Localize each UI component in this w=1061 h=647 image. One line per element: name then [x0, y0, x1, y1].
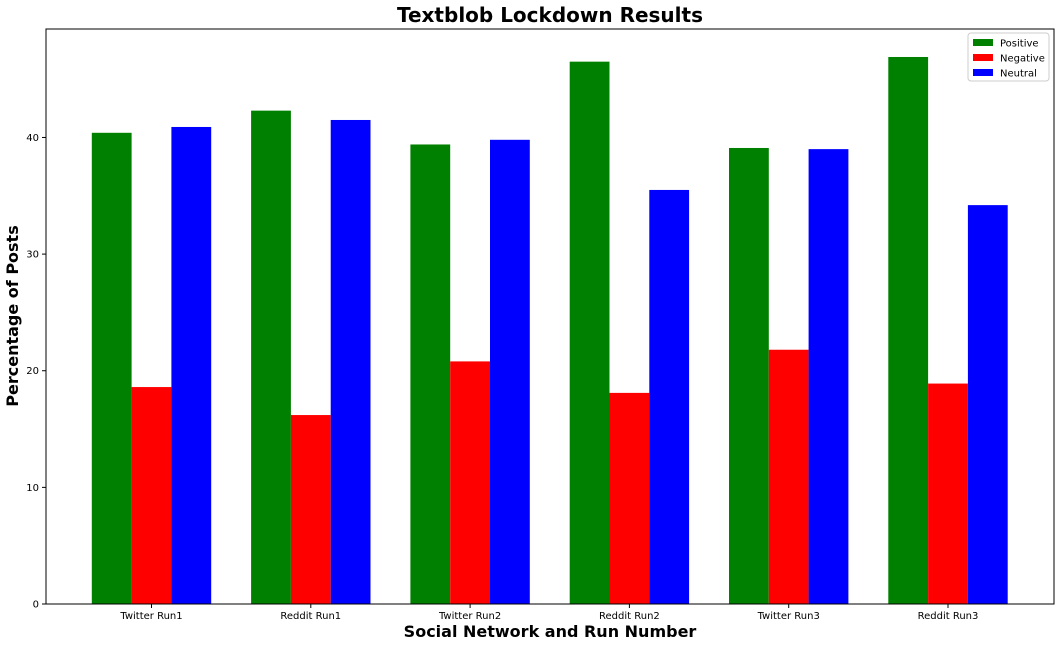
y-tick-label: 40: [26, 133, 39, 144]
bars-layer: [91, 56, 1008, 605]
x-tick-label: Twitter Run3: [757, 611, 820, 622]
bar-neutral-twitter-run1: [171, 126, 212, 604]
x-axis-label: Social Network and Run Number: [404, 622, 697, 641]
y-axis: 0 10 20 30 40: [26, 133, 46, 611]
bar-positive-reddit-run3: [888, 56, 929, 605]
bar-neutral-twitter-run3: [808, 149, 849, 604]
x-tick-label: Twitter Run2: [438, 611, 501, 622]
bar-negative-reddit-run1: [290, 415, 331, 604]
bar-negative-twitter-run2: [450, 361, 490, 604]
legend-label-neutral: Neutral: [1000, 69, 1037, 80]
legend-label-negative: Negative: [1000, 54, 1045, 65]
bar-positive-twitter-run2: [410, 144, 451, 604]
x-tick-label: Reddit Run3: [918, 611, 979, 622]
bar-positive-reddit-run2: [569, 61, 610, 605]
bar-neutral-reddit-run3: [967, 205, 1008, 604]
x-tick-label: Twitter Run1: [119, 611, 182, 622]
y-tick-label: 0: [33, 600, 39, 611]
bar-positive-twitter-run1: [91, 132, 132, 605]
legend-swatch-neutral: [973, 69, 993, 76]
legend: Positive Negative Neutral: [967, 32, 1050, 82]
legend-swatch-positive: [973, 39, 993, 46]
y-axis-label: Percentage of Posts: [3, 225, 22, 406]
bar-negative-reddit-run3: [928, 383, 968, 604]
bar-negative-twitter-run3: [768, 349, 809, 604]
bar-negative-reddit-run2: [609, 392, 650, 604]
bar-neutral-reddit-run2: [649, 189, 690, 604]
chart-title: Textblob Lockdown Results: [397, 3, 703, 27]
bar-neutral-reddit-run1: [330, 119, 371, 604]
legend-swatch-negative: [973, 54, 993, 61]
bar-positive-reddit-run1: [251, 110, 291, 604]
bar-neutral-twitter-run2: [490, 139, 530, 605]
plot-frame: [45, 28, 1055, 605]
bar-negative-twitter-run1: [131, 387, 172, 604]
x-tick-label: Reddit Run2: [599, 611, 660, 622]
x-axis: Twitter Run1 Reddit Run1 Twitter Run2 Reddi…: [119, 604, 978, 622]
y-tick-label: 20: [26, 366, 39, 377]
x-tick-label: Reddit Run1: [280, 611, 341, 622]
y-tick-label: 10: [26, 483, 39, 494]
legend-label-positive: Positive: [1000, 39, 1039, 50]
y-tick-label: 30: [26, 250, 39, 261]
bar-positive-twitter-run3: [729, 147, 769, 604]
